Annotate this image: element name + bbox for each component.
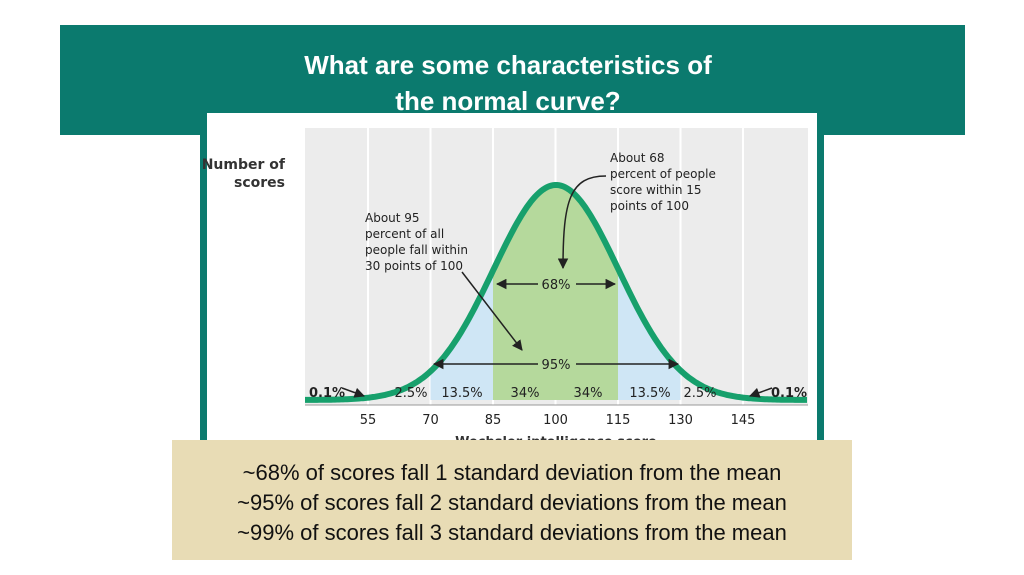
summary-line: ~95% of scores fall 2 standard deviation…	[237, 490, 787, 515]
region-label: 0.1%	[309, 386, 345, 401]
x-tick-label: 55	[360, 413, 377, 428]
note-95: 30 points of 100	[365, 259, 463, 273]
normal-curve	[305, 182, 807, 403]
x-tick-label: 130	[668, 413, 693, 428]
note-95: About 95	[365, 211, 420, 225]
note-95: people fall within	[365, 243, 468, 257]
curve	[305, 175, 808, 406]
x-tick-label: 145	[731, 413, 756, 428]
x-tick-label: 70	[422, 413, 439, 428]
y-axis-label: scores	[234, 175, 285, 191]
summary-line: ~68% of scores fall 1 standard deviation…	[243, 460, 782, 485]
region-1sd	[493, 185, 618, 400]
note-95: percent of all	[365, 227, 444, 241]
note-68: points of 100	[610, 199, 689, 213]
arrow	[341, 387, 365, 398]
region-label: 0.1%	[771, 386, 807, 401]
band-label: 95%	[542, 358, 571, 373]
x-tick-label: 85	[485, 413, 502, 428]
x-tick-label: 115	[606, 413, 631, 428]
region-label: 13.5%	[441, 386, 482, 401]
region-label: 34%	[574, 386, 603, 401]
x-tick-label: 100	[543, 413, 568, 428]
title: What are some characteristics of the norm…	[304, 50, 712, 116]
figure-text: 55 70 85 100 115 130 145 Number of scores About 6…	[202, 151, 807, 450]
note-68: About 68	[610, 151, 665, 165]
band-label: 68%	[542, 278, 571, 293]
arrow	[557, 175, 607, 270]
note-68: percent of people	[610, 167, 716, 181]
region-label: 2.5%	[683, 386, 716, 401]
region-label: 2.5%	[394, 386, 427, 401]
title-text: What are some characteristics of the norm…	[304, 50, 712, 116]
note-68: score within 15	[610, 183, 702, 197]
summary-box	[172, 440, 852, 560]
arrow	[749, 387, 773, 398]
region-label: 34%	[511, 386, 540, 401]
y-axis-label: Number of	[202, 157, 286, 173]
arrow	[461, 271, 523, 351]
summary-line: ~99% of scores fall 3 standard deviation…	[237, 520, 787, 545]
summary: ~68% of scores fall 1 standard deviation…	[237, 460, 787, 545]
region-label: 13.5%	[629, 386, 670, 401]
